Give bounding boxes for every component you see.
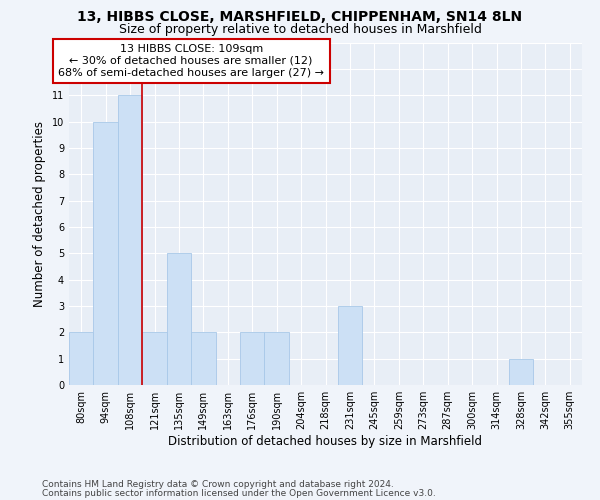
Text: 13, HIBBS CLOSE, MARSHFIELD, CHIPPENHAM, SN14 8LN: 13, HIBBS CLOSE, MARSHFIELD, CHIPPENHAM,… (77, 10, 523, 24)
Bar (265, 332, 289, 385)
Bar (142, 332, 167, 385)
Bar (338, 306, 362, 385)
Y-axis label: Number of detached properties: Number of detached properties (33, 120, 46, 306)
Bar (191, 332, 215, 385)
Bar (240, 332, 265, 385)
Bar (118, 95, 142, 385)
Text: 13 HIBBS CLOSE: 109sqm
← 30% of detached houses are smaller (12)
68% of semi-det: 13 HIBBS CLOSE: 109sqm ← 30% of detached… (58, 44, 324, 78)
Text: Contains public sector information licensed under the Open Government Licence v3: Contains public sector information licen… (42, 489, 436, 498)
Bar (69, 332, 94, 385)
X-axis label: Distribution of detached houses by size in Marshfield: Distribution of detached houses by size … (169, 435, 482, 448)
Bar (94, 122, 118, 385)
Text: Contains HM Land Registry data © Crown copyright and database right 2024.: Contains HM Land Registry data © Crown c… (42, 480, 394, 489)
Bar (509, 358, 533, 385)
Text: Size of property relative to detached houses in Marshfield: Size of property relative to detached ho… (119, 22, 481, 36)
Bar (167, 254, 191, 385)
